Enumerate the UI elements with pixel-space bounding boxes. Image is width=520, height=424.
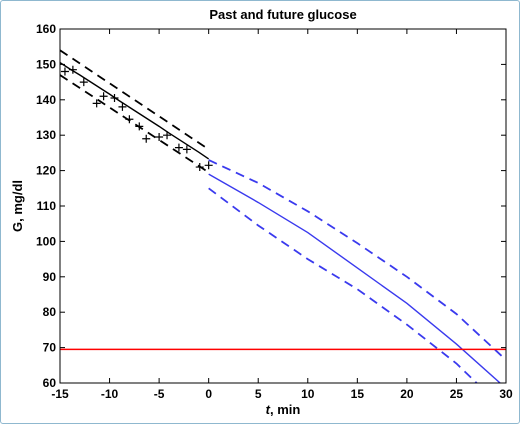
data-point-marker	[195, 163, 204, 172]
y-tick-label: 120	[36, 164, 56, 178]
data-point-marker	[99, 92, 108, 101]
data-point-marker	[142, 134, 151, 143]
data-point-marker	[110, 94, 119, 103]
y-tick-label: 160	[36, 22, 56, 36]
y-tick-label: 60	[43, 376, 57, 390]
series-line-past-mean	[60, 62, 210, 160]
x-tick-label: 25	[450, 387, 464, 401]
series-line-future-mean	[208, 173, 502, 383]
x-tick-label: 15	[351, 387, 365, 401]
x-tick-label: -15	[51, 387, 69, 401]
data-point-marker	[60, 67, 69, 76]
y-tick-label: 80	[43, 305, 57, 319]
x-axis-title-variable: t	[266, 402, 271, 417]
y-tick-label: 140	[36, 93, 56, 107]
data-point-marker	[125, 115, 134, 124]
data-point-marker	[79, 78, 88, 87]
data-point-marker	[155, 132, 164, 141]
x-tick-label: 10	[301, 387, 315, 401]
y-tick-label: 130	[36, 128, 56, 142]
data-point-marker	[174, 143, 183, 152]
chart-title: Past and future glucose	[209, 7, 356, 22]
x-tick-label: -10	[101, 387, 119, 401]
x-axis-title: t, min	[266, 402, 301, 417]
y-tick-label: 70	[43, 341, 57, 355]
data-point-marker	[118, 102, 127, 111]
series-line-future-lower	[208, 187, 478, 383]
x-tick-label: 0	[205, 387, 212, 401]
data-point-marker	[68, 65, 77, 74]
data-point-marker	[204, 161, 213, 170]
data-point-marker	[135, 122, 144, 131]
x-tick-label: 20	[400, 387, 414, 401]
data-point-marker	[163, 131, 172, 140]
x-axis-title-unit: , min	[270, 402, 300, 417]
series-line-past-lower	[60, 74, 210, 174]
y-tick-label: 110	[37, 199, 57, 213]
data-point-marker	[182, 145, 191, 154]
x-tick-label: 5	[255, 387, 262, 401]
y-tick-label: 150	[36, 57, 56, 71]
x-tick-label: 30	[499, 387, 513, 401]
series-line-past-upper	[60, 49, 210, 151]
data-point-marker	[92, 99, 101, 108]
y-tick-label: 100	[36, 234, 56, 248]
series-line-future-upper	[208, 159, 506, 361]
x-tick-label: -5	[154, 387, 165, 401]
y-tick-label: 90	[43, 270, 57, 284]
y-axis-title: G, mg/dl	[10, 180, 25, 232]
